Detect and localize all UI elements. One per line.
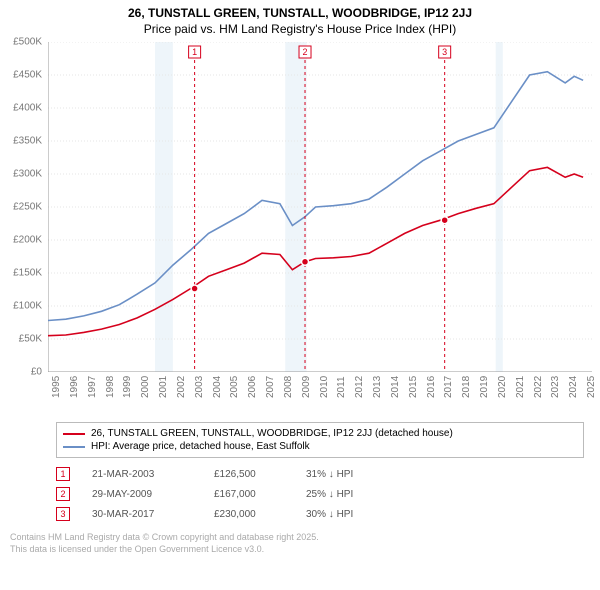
marker-table-row: 3 30-MAR-2017 £230,000 30% ↓ HPI [56, 504, 584, 524]
marker-point [441, 217, 448, 224]
x-tick-label: 2007 [265, 376, 276, 398]
marker-table-row: 2 29-MAY-2009 £167,000 25% ↓ HPI [56, 484, 584, 504]
x-tick-label: 2011 [336, 376, 347, 398]
legend-label: 26, TUNSTALL GREEN, TUNSTALL, WOODBRIDGE… [91, 428, 453, 439]
x-tick-label: 2004 [212, 376, 223, 398]
x-tick-label: 2024 [568, 376, 579, 398]
y-tick-label: £0 [31, 367, 42, 378]
legend: 26, TUNSTALL GREEN, TUNSTALL, WOODBRIDGE… [56, 422, 584, 458]
plot-svg: 1 2 3 [48, 42, 592, 372]
marker-table-date: 21-MAR-2003 [92, 469, 192, 480]
y-tick-label: £500K [13, 37, 42, 48]
chart-area: £0 £50K £100K £150K £200K £250K £300K £350K £400… [0, 38, 600, 418]
marker-table-date: 30-MAR-2017 [92, 509, 192, 520]
x-tick-label: 2017 [443, 376, 454, 398]
x-tick-label: 2010 [319, 376, 330, 398]
legend-item: 26, TUNSTALL GREEN, TUNSTALL, WOODBRIDGE… [63, 427, 577, 440]
x-tick-label: 2025 [586, 376, 597, 398]
x-axis: 1995 1996 1997 1998 1999 2000 2001 2002 2003 2004… [48, 374, 592, 414]
x-tick-label: 2008 [283, 376, 294, 398]
marker-point [191, 285, 198, 292]
title-block: 26, TUNSTALL GREEN, TUNSTALL, WOODBRIDGE… [0, 0, 600, 38]
x-tick-label: 1997 [87, 376, 98, 398]
x-tick-label: 2014 [390, 376, 401, 398]
plot-area: 1 2 3 [48, 42, 592, 372]
x-tick-label: 1998 [105, 376, 116, 398]
marker-table-price: £167,000 [214, 489, 284, 500]
y-tick-label: £200K [13, 235, 42, 246]
x-tick-label: 2020 [497, 376, 508, 398]
y-tick-label: £150K [13, 268, 42, 279]
marker-table: 1 21-MAR-2003 £126,500 31% ↓ HPI 2 29-MAY-200… [56, 464, 584, 524]
title-line-2: Price paid vs. HM Land Registry's House … [0, 22, 600, 36]
marker-point [302, 258, 309, 265]
y-axis: £0£50K£100K£150K£200K£250K£300K£350K£400… [0, 42, 46, 372]
x-tick-label: 1999 [122, 376, 133, 398]
x-tick-label: 2022 [533, 376, 544, 398]
y-tick-label: £350K [13, 136, 42, 147]
x-tick-label: 2023 [550, 376, 561, 398]
marker-table-price: £126,500 [214, 469, 284, 480]
x-tick-label: 2005 [229, 376, 240, 398]
x-tick-label: 2019 [479, 376, 490, 398]
y-tick-label: £50K [19, 334, 42, 345]
x-tick-label: 2006 [247, 376, 258, 398]
marker-table-pct: 25% ↓ HPI [306, 489, 396, 500]
footnote: Contains HM Land Registry data © Crown c… [10, 532, 590, 555]
marker-table-row: 1 21-MAR-2003 £126,500 31% ↓ HPI [56, 464, 584, 484]
footnote-line-1: Contains HM Land Registry data © Crown c… [10, 532, 590, 544]
title-line-1: 26, TUNSTALL GREEN, TUNSTALL, WOODBRIDGE… [0, 6, 600, 20]
x-tick-label: 2001 [158, 376, 169, 398]
x-tick-label: 1996 [69, 376, 80, 398]
legend-label: HPI: Average price, detached house, East… [91, 441, 310, 452]
y-tick-label: £450K [13, 70, 42, 81]
x-tick-label: 2016 [426, 376, 437, 398]
marker-number: 3 [442, 47, 447, 57]
x-tick-label: 2018 [461, 376, 472, 398]
y-tick-label: £250K [13, 202, 42, 213]
marker-table-box: 1 [56, 467, 70, 481]
x-tick-label: 2003 [194, 376, 205, 398]
marker-table-box: 2 [56, 487, 70, 501]
marker-table-pct: 31% ↓ HPI [306, 469, 396, 480]
legend-item: HPI: Average price, detached house, East… [63, 440, 577, 453]
marker-table-price: £230,000 [214, 509, 284, 520]
chart-container: 26, TUNSTALL GREEN, TUNSTALL, WOODBRIDGE… [0, 0, 600, 555]
x-tick-label: 2002 [176, 376, 187, 398]
marker-table-date: 29-MAY-2009 [92, 489, 192, 500]
marker-table-box: 3 [56, 507, 70, 521]
x-tick-label: 2009 [301, 376, 312, 398]
y-tick-label: £300K [13, 169, 42, 180]
x-tick-label: 1995 [51, 376, 62, 398]
y-tick-label: £400K [13, 103, 42, 114]
marker-table-pct: 30% ↓ HPI [306, 509, 396, 520]
legend-swatch [63, 446, 85, 448]
footnote-line-2: This data is licensed under the Open Gov… [10, 544, 590, 556]
series-line [48, 167, 583, 335]
x-tick-label: 2012 [354, 376, 365, 398]
shade-band [155, 42, 173, 372]
x-tick-label: 2021 [515, 376, 526, 398]
legend-swatch [63, 433, 85, 435]
y-tick-label: £100K [13, 301, 42, 312]
x-tick-label: 2013 [372, 376, 383, 398]
x-tick-label: 2015 [408, 376, 419, 398]
x-tick-label: 2000 [140, 376, 151, 398]
marker-number: 2 [303, 47, 308, 57]
marker-number: 1 [192, 47, 197, 57]
